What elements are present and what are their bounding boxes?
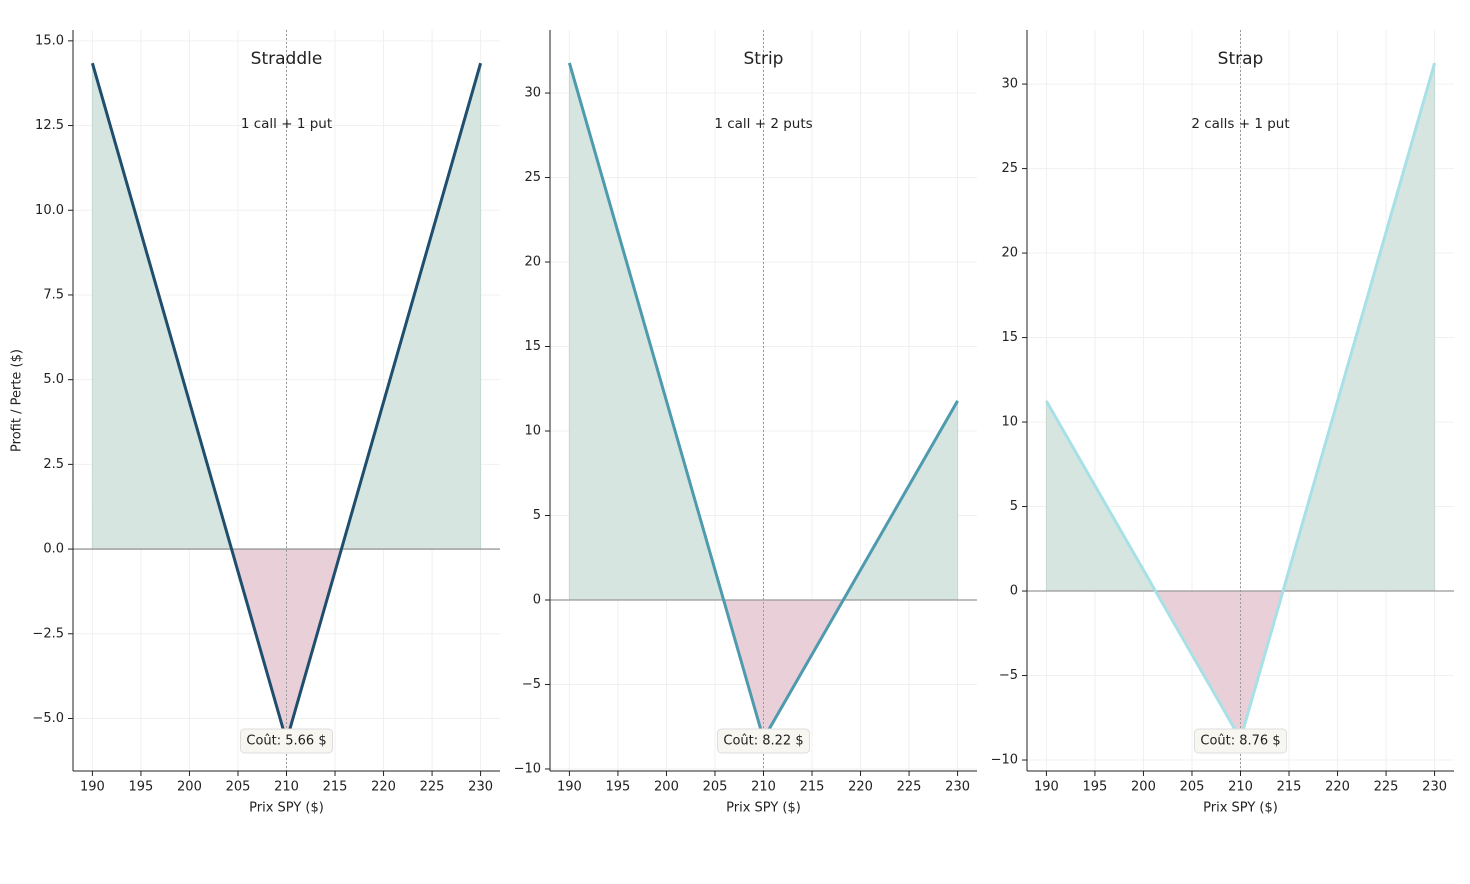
y-tick-label: 10.0 (35, 203, 64, 218)
annotation: Coût: 8.22 $ (723, 734, 803, 749)
y-tick-label: −10 (991, 753, 1018, 768)
annotation-box (717, 728, 810, 754)
x-tick-label: 200 (177, 780, 202, 795)
x-tick-label: 200 (1131, 780, 1156, 795)
y-tick-label: −10 (514, 761, 541, 776)
annotation-box (1194, 728, 1287, 754)
x-tick-label: 215 (323, 780, 348, 795)
annotation-box (240, 728, 333, 754)
y-tick-label: 12.5 (35, 118, 64, 133)
x-tick-label: 210 (274, 780, 299, 795)
y-tick-label: 30 (524, 86, 541, 101)
chart-title: Straddle (251, 49, 323, 69)
y-tick-label: 7.5 (43, 287, 64, 302)
y-tick-label: 20 (1001, 246, 1018, 261)
y-tick-label: 0 (533, 592, 541, 607)
y-tick-label: 15 (1001, 330, 1018, 345)
y-tick-label: 15 (524, 339, 541, 354)
chart-subtitle: 2 calls + 1 put (1191, 116, 1289, 132)
x-tick-label: 205 (226, 780, 251, 795)
y-tick-label: 20 (524, 255, 541, 270)
y-tick-label: 0 (1010, 584, 1018, 599)
y-tick-label: 0.0 (43, 542, 64, 557)
chart-subtitle: 1 call + 1 put (241, 116, 332, 132)
x-tick-label: 190 (557, 780, 582, 795)
x-tick-label: 190 (80, 780, 105, 795)
x-tick-label: 220 (848, 780, 873, 795)
y-tick-label: 25 (524, 170, 541, 185)
profit-area (91, 63, 482, 550)
x-tick-label: 230 (945, 780, 970, 795)
chart-subtitle: 1 call + 2 puts (714, 116, 812, 132)
x-tick-label: 225 (420, 780, 445, 795)
chart-title: Strip (744, 49, 784, 69)
y-tick-label: 5 (533, 508, 541, 523)
profit-area (568, 62, 959, 600)
x-tick-label: 225 (897, 780, 922, 795)
x-tick-label: 230 (1422, 780, 1447, 795)
x-tick-label: 200 (654, 780, 679, 795)
y-tick-label: 30 (1001, 77, 1018, 92)
y-tick-label: 25 (1001, 161, 1018, 176)
y-tick-label: 10 (1001, 415, 1018, 430)
y-tick-label: 10 (524, 424, 541, 439)
x-tick-label: 195 (606, 780, 631, 795)
x-tick-label: 210 (751, 780, 776, 795)
y-axis-label: Profit / Perte ($) (10, 349, 25, 452)
x-tick-label: 205 (1180, 780, 1205, 795)
x-tick-label: 195 (129, 780, 154, 795)
chart-title: Strap (1218, 49, 1264, 69)
y-tick-label: −5 (522, 677, 541, 692)
y-tick-label: 2.5 (43, 457, 64, 472)
x-tick-label: 220 (371, 780, 396, 795)
x-tick-label: 220 (1325, 780, 1350, 795)
y-tick-label: 15.0 (35, 33, 64, 48)
x-axis-label: Prix SPY ($) (726, 801, 801, 816)
y-tick-label: 5 (1010, 499, 1018, 514)
y-tick-label: −2.5 (32, 626, 64, 641)
y-tick-label: 5.0 (43, 372, 64, 387)
x-tick-label: 230 (468, 780, 493, 795)
y-tick-label: −5.0 (32, 711, 64, 726)
x-axis-label: Prix SPY ($) (249, 801, 324, 816)
annotation: Coût: 8.76 $ (1200, 734, 1280, 749)
annotation: Coût: 5.66 $ (246, 734, 326, 749)
x-axis-label: Prix SPY ($) (1203, 801, 1278, 816)
x-tick-label: 205 (703, 780, 728, 795)
x-tick-label: 210 (1228, 780, 1253, 795)
x-tick-label: 215 (800, 780, 825, 795)
x-tick-label: 190 (1034, 780, 1059, 795)
profit-area (1045, 62, 1436, 592)
x-tick-label: 225 (1374, 780, 1399, 795)
x-tick-label: 215 (1277, 780, 1302, 795)
x-tick-label: 195 (1083, 780, 1108, 795)
y-tick-label: −5 (999, 668, 1018, 683)
